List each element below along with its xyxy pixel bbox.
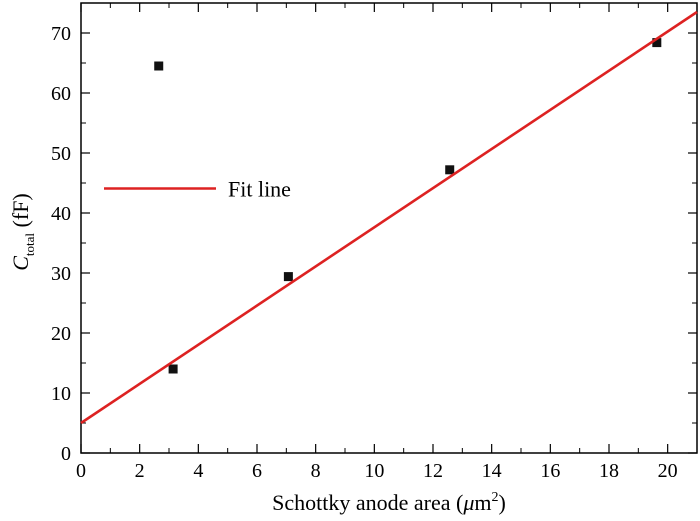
data-point [652, 38, 662, 48]
legend: Fit line [104, 61, 291, 202]
x-tick-label: 6 [252, 460, 262, 482]
x-tick-label: 10 [364, 460, 384, 482]
x-tick-label: 20 [658, 460, 678, 482]
y-tick-label: 50 [51, 143, 71, 165]
y-tick-label: 30 [51, 263, 71, 285]
y-tick-label: 0 [61, 443, 71, 465]
x-tick-label: 18 [599, 460, 619, 482]
x-tick-label: 12 [423, 460, 443, 482]
data-point [283, 272, 293, 282]
x-tick-label: 14 [482, 460, 502, 482]
y-tick-label: 70 [51, 23, 71, 45]
fit-line [80, 10, 698, 425]
y-tick-label: 20 [51, 323, 71, 345]
tick-labels: 0 2 4 6 8 10 12 14 16 18 20 0 10 20 30 40 50 60 70 [51, 23, 678, 482]
x-axis-title: Schottky anode area (μm2) [272, 490, 506, 515]
y-axis-title: Ctotal (fF) [8, 193, 37, 271]
y-tick-label: 60 [51, 83, 71, 105]
x-tick-label: 4 [193, 460, 203, 482]
legend-label-fit-line: Fit line [228, 177, 291, 202]
x-tick-label: 8 [311, 460, 321, 482]
plot-frame [80, 2, 698, 454]
x-tick-label: 16 [540, 460, 560, 482]
x-tick-label: 2 [135, 460, 145, 482]
legend-marker-sample [154, 61, 164, 71]
chart-marks [80, 10, 698, 425]
x-tick-label: 0 [76, 460, 86, 482]
data-point [168, 364, 178, 374]
axis-ticks [80, 3, 697, 454]
data-point [445, 165, 455, 175]
y-tick-label: 10 [51, 383, 71, 405]
y-tick-label: 40 [51, 203, 71, 225]
